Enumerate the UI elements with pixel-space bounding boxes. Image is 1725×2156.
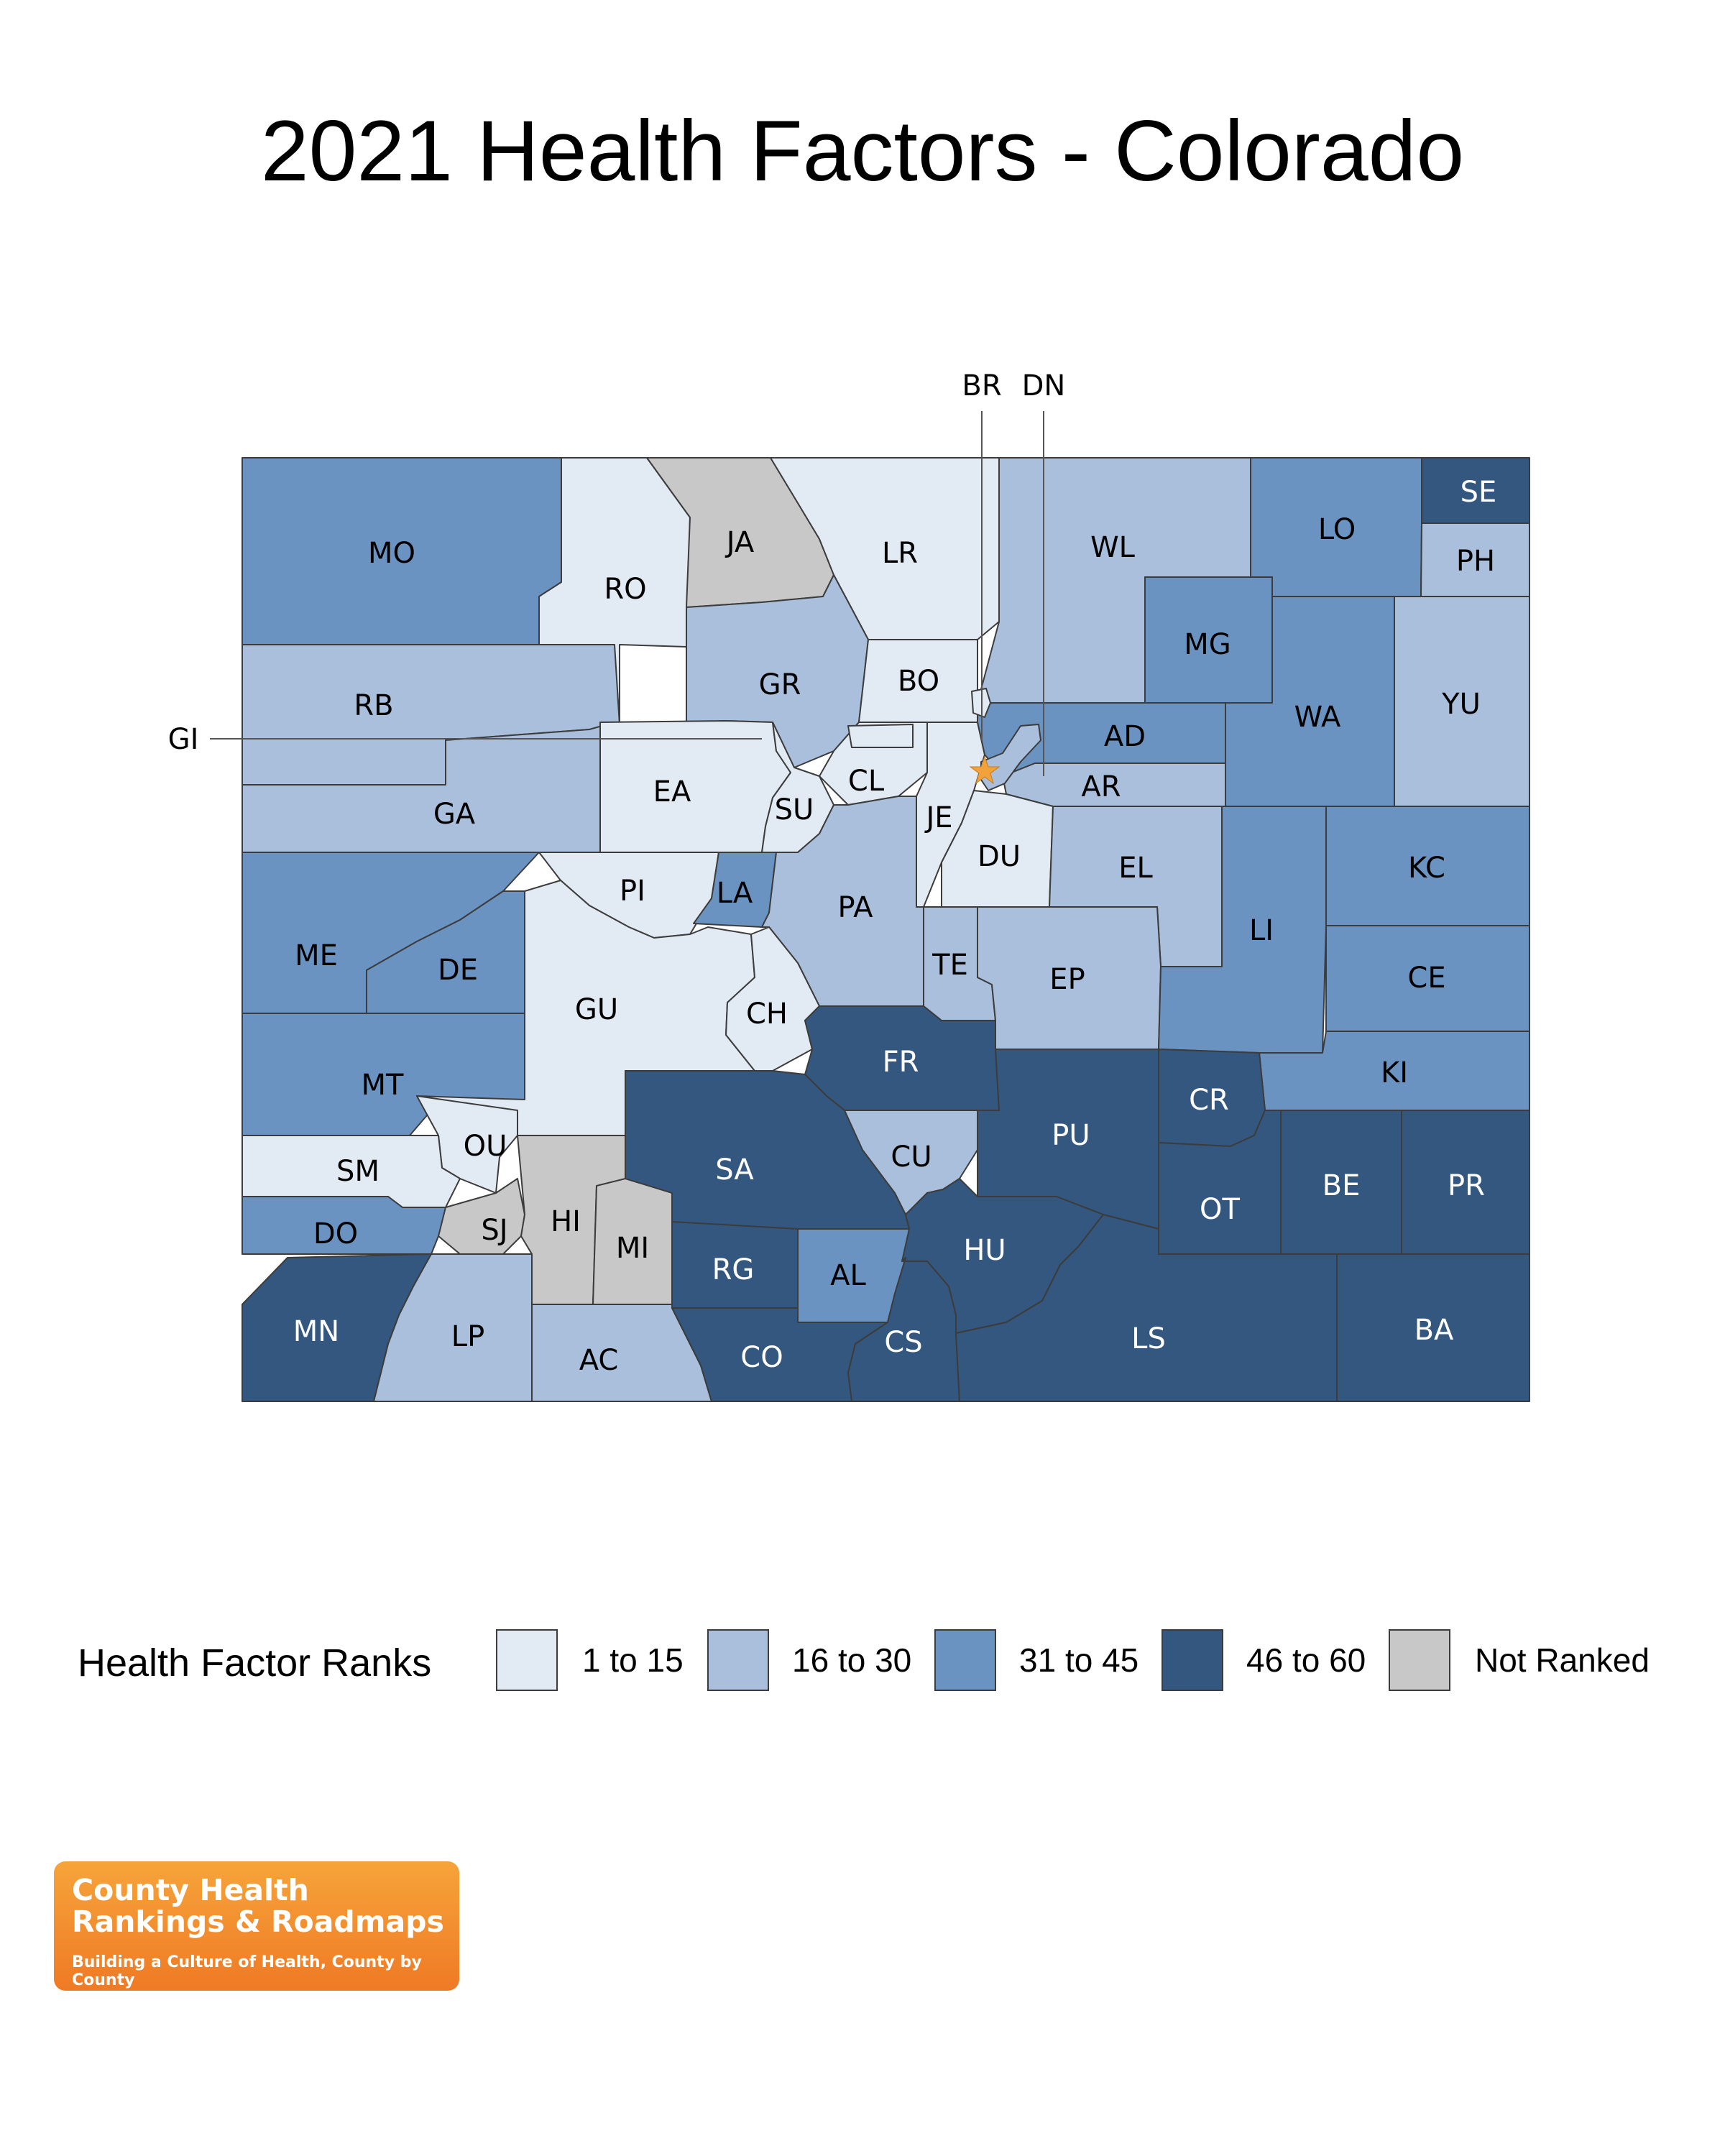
county-label-hu: HU	[963, 1234, 1006, 1267]
county-label-do: DO	[313, 1217, 358, 1250]
county-label-cs: CS	[884, 1326, 922, 1359]
county-label-je: JE	[924, 801, 952, 834]
county-label-yu: YU	[1441, 688, 1481, 721]
county-label-gu: GU	[575, 993, 618, 1026]
county-label-mi: MI	[616, 1232, 649, 1265]
county-label-sj: SJ	[481, 1214, 507, 1247]
county-label-du: DU	[978, 840, 1021, 873]
legend-label-46-60: 46 to 60	[1246, 1641, 1366, 1679]
legend-label-not-ranked: Not Ranked	[1475, 1641, 1650, 1679]
county-label-bo: BO	[898, 665, 939, 698]
county-label-cu: CU	[891, 1141, 932, 1174]
county-label-wa: WA	[1294, 701, 1341, 734]
county-label-ea: EA	[653, 775, 691, 808]
county-label-lo: LO	[1318, 513, 1356, 546]
logo-tagline: Building a Culture of Health, County by …	[72, 1953, 422, 1989]
county-label-ce: CE	[1407, 962, 1445, 995]
county-label-al: AL	[830, 1259, 866, 1292]
county-label-kc: KC	[1408, 852, 1445, 885]
county-label-ls: LS	[1131, 1322, 1166, 1355]
county-label-ki: KI	[1381, 1056, 1408, 1089]
star-icon	[969, 755, 1000, 785]
legend-label-1-15: 1 to 15	[582, 1641, 684, 1679]
legend-label-16-30: 16 to 30	[792, 1641, 912, 1679]
legend-label-31-45: 31 to 45	[1019, 1641, 1139, 1679]
legend-swatch-not-ranked	[1389, 1629, 1450, 1691]
county-label-ga: GA	[433, 798, 476, 831]
county-label-te: TE	[932, 949, 968, 982]
county-label-mg: MG	[1184, 628, 1231, 661]
county-ba[interactable]	[1336, 1253, 1530, 1402]
county-label-lp: LP	[451, 1320, 484, 1353]
county-label-me: ME	[295, 939, 338, 972]
county-label-ph: PH	[1456, 545, 1495, 578]
county-label-lr: LR	[882, 537, 918, 570]
county-label-se: SE	[1460, 476, 1497, 509]
legend-swatch-31-45	[934, 1629, 996, 1691]
callout-label-dn: DN	[1022, 369, 1066, 402]
county-ch[interactable]	[725, 926, 820, 1072]
county-label-ou: OU	[464, 1130, 507, 1163]
logo-line-2: Rankings & Roadmaps	[72, 1904, 444, 1939]
county-label-ch: CH	[746, 998, 788, 1031]
county-label-rb: RB	[354, 689, 393, 722]
county-label-pu: PU	[1052, 1119, 1090, 1152]
county-label-su: SU	[775, 793, 814, 826]
legend: Health Factor Ranks 1 to 15 16 to 30 31 …	[0, 1621, 1725, 1692]
county-health-rankings-logo[interactable]: County Health Rankings & Roadmaps Buildi…	[54, 1861, 459, 1991]
county-label-ac: AC	[579, 1344, 619, 1377]
county-label-pa: PA	[838, 891, 874, 924]
page-title: 2021 Health Factors - Colorado	[260, 103, 1465, 199]
county-label-wl: WL	[1090, 531, 1136, 564]
county-label-pr: PR	[1448, 1169, 1485, 1202]
county-label-mo: MO	[368, 537, 415, 570]
county-label-cr: CR	[1189, 1084, 1229, 1117]
county-label-cl: CL	[848, 765, 885, 798]
county-label-ad: AD	[1104, 720, 1146, 753]
county-label-ba: BA	[1414, 1314, 1454, 1347]
county-pa[interactable]	[761, 796, 924, 1007]
county-label-sm: SM	[336, 1155, 380, 1188]
county-label-ar: AR	[1081, 770, 1121, 803]
county-label-la: LA	[717, 877, 753, 910]
county-label-pi: PI	[620, 875, 645, 908]
county-label-ro: RO	[604, 573, 646, 606]
county-label-ep: EP	[1049, 963, 1085, 996]
legend-swatch-1-15	[496, 1629, 558, 1691]
county-dn[interactable]	[980, 724, 1041, 791]
legend-title: Health Factor Ranks	[78, 1641, 432, 1685]
county-label-mt: MT	[362, 1069, 405, 1102]
logo-line-1: County Health	[72, 1873, 309, 1907]
county-ea[interactable]	[599, 720, 791, 853]
county-label-be: BE	[1322, 1169, 1361, 1202]
county-label-rg: RG	[712, 1253, 755, 1286]
county-label-mn: MN	[293, 1315, 339, 1348]
county-label-hi: HI	[551, 1205, 581, 1238]
callout-label-br: BR	[962, 369, 1001, 402]
county-label-fr: FR	[883, 1046, 919, 1079]
county-label-de: DE	[438, 954, 478, 987]
county-label-ot: OT	[1200, 1193, 1240, 1226]
county-label-el: EL	[1118, 852, 1153, 885]
legend-swatch-16-30	[707, 1629, 769, 1691]
county-label-co: CO	[740, 1341, 783, 1374]
county-label-ja: JA	[724, 526, 755, 559]
county-label-gr: GR	[759, 668, 801, 701]
county-lp[interactable]	[373, 1253, 533, 1402]
county-gi[interactable]	[847, 724, 914, 748]
legend-swatch-46-60	[1162, 1629, 1223, 1691]
callout-label-gi: GI	[168, 723, 199, 756]
county-label-li: LI	[1249, 914, 1274, 947]
county-label-sa: SA	[715, 1153, 754, 1187]
